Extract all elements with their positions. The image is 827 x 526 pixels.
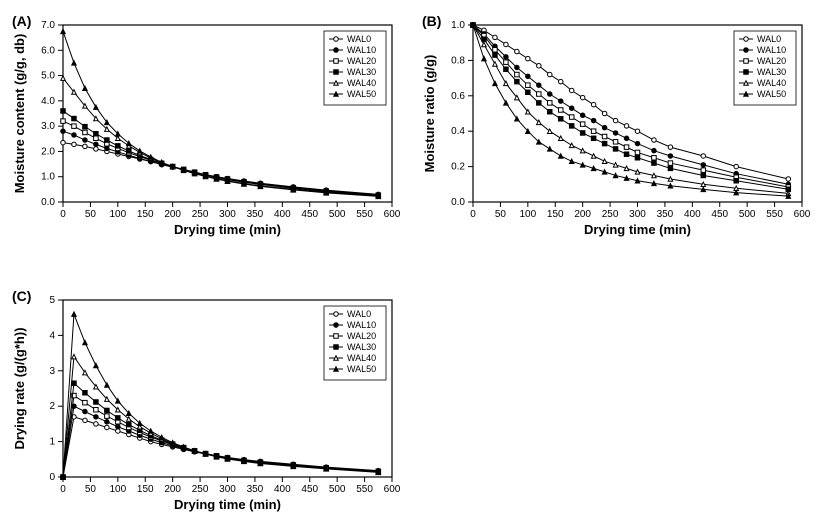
svg-text:0.0: 0.0: [451, 197, 465, 208]
svg-text:550: 550: [766, 209, 783, 220]
svg-text:1: 1: [49, 437, 55, 448]
svg-text:2.0: 2.0: [41, 146, 55, 157]
svg-text:0.0: 0.0: [41, 197, 55, 208]
legend-label-WAL50: WAL50: [347, 364, 376, 374]
legend-label-WAL30: WAL30: [347, 67, 376, 77]
legend-label-WAL10: WAL10: [347, 45, 376, 55]
xlabel: Drying time (min): [174, 497, 281, 512]
svg-text:150: 150: [137, 484, 154, 495]
svg-text:100: 100: [519, 209, 536, 220]
svg-text:0: 0: [470, 209, 476, 220]
legend-label-WAL0: WAL0: [347, 34, 371, 44]
svg-text:150: 150: [547, 209, 564, 220]
panel-B: (B)0501001502002503003504004505005506000…: [420, 15, 810, 240]
xlabel: Drying time (min): [584, 222, 691, 237]
svg-text:400: 400: [684, 209, 701, 220]
legend-label-WAL10: WAL10: [757, 45, 786, 55]
panel-B-svg: 0 50 100 150 200 250 300 350 400 450 500 550 600 0.0 0…: [420, 15, 810, 240]
svg-text:500: 500: [739, 209, 756, 220]
svg-text:6.0: 6.0: [41, 45, 55, 56]
svg-text:2: 2: [49, 401, 55, 412]
panel-A-svg: 0 50 100 150 200 250 300 350 400 450 500 550 600 0.0 1…: [10, 15, 400, 240]
svg-text:600: 600: [384, 484, 400, 495]
svg-text:550: 550: [356, 209, 373, 220]
svg-text:350: 350: [657, 209, 674, 220]
svg-text:200: 200: [164, 209, 181, 220]
legend-label-WAL0: WAL0: [757, 34, 781, 44]
svg-text:450: 450: [301, 209, 318, 220]
svg-text:250: 250: [192, 484, 209, 495]
panel-C-svg: 0 50 100 150 200 250 300 350 400 450 500 550 600 0 1 2 3…: [10, 290, 400, 515]
legend-label-WAL0: WAL0: [347, 309, 371, 319]
panel-C-caption: (C): [12, 288, 31, 304]
legend-label-WAL20: WAL20: [757, 56, 786, 66]
svg-text:3: 3: [49, 366, 55, 377]
svg-text:100: 100: [109, 484, 126, 495]
svg-text:7.0: 7.0: [41, 20, 55, 31]
legend-label-WAL40: WAL40: [347, 353, 376, 363]
legend-label-WAL20: WAL20: [347, 331, 376, 341]
svg-text:200: 200: [164, 484, 181, 495]
svg-text:350: 350: [247, 209, 264, 220]
svg-text:4.0: 4.0: [41, 96, 55, 107]
svg-text:50: 50: [495, 209, 507, 220]
legend-label-WAL20: WAL20: [347, 56, 376, 66]
legend-label-WAL10: WAL10: [347, 320, 376, 330]
svg-text:500: 500: [329, 484, 346, 495]
svg-text:150: 150: [137, 209, 154, 220]
legend-label-WAL40: WAL40: [347, 78, 376, 88]
svg-text:0.6: 0.6: [451, 91, 465, 102]
svg-text:550: 550: [356, 484, 373, 495]
legend-label-WAL30: WAL30: [347, 342, 376, 352]
svg-text:3.0: 3.0: [41, 121, 55, 132]
svg-text:0: 0: [49, 472, 55, 483]
svg-text:300: 300: [219, 484, 236, 495]
ylabel: Moisture content (g/g, db): [12, 34, 27, 194]
svg-text:0.2: 0.2: [451, 162, 465, 173]
legend-label-WAL40: WAL40: [757, 78, 786, 88]
legend-label-WAL50: WAL50: [347, 89, 376, 99]
svg-text:450: 450: [711, 209, 728, 220]
svg-text:600: 600: [384, 209, 400, 220]
svg-text:350: 350: [247, 484, 264, 495]
svg-text:5.0: 5.0: [41, 71, 55, 82]
svg-text:300: 300: [629, 209, 646, 220]
svg-text:5: 5: [49, 295, 55, 306]
ylabel: Drying rate (g/(g*h)): [12, 327, 27, 449]
panel-C: (C)0501001502002503003504004505005506000…: [10, 290, 400, 515]
ylabel: Moisture ratio (g/g): [422, 55, 437, 173]
svg-text:200: 200: [574, 209, 591, 220]
svg-text:0: 0: [60, 484, 66, 495]
panel-A-caption: (A): [12, 13, 31, 29]
panel-B-caption: (B): [422, 13, 441, 29]
svg-text:450: 450: [301, 484, 318, 495]
legend-label-WAL50: WAL50: [757, 89, 786, 99]
svg-text:500: 500: [329, 209, 346, 220]
legend-label-WAL30: WAL30: [757, 67, 786, 77]
svg-text:50: 50: [85, 484, 97, 495]
svg-text:50: 50: [85, 209, 97, 220]
svg-text:0: 0: [60, 209, 66, 220]
svg-text:400: 400: [274, 209, 291, 220]
svg-text:0.8: 0.8: [451, 55, 465, 66]
xlabel: Drying time (min): [174, 222, 281, 237]
figure: (A)0501001502002503003504004505005506000…: [0, 0, 827, 526]
svg-text:0.4: 0.4: [451, 126, 465, 137]
svg-text:100: 100: [109, 209, 126, 220]
svg-text:400: 400: [274, 484, 291, 495]
svg-text:250: 250: [602, 209, 619, 220]
svg-text:4: 4: [49, 330, 55, 341]
svg-text:1.0: 1.0: [451, 20, 465, 31]
svg-text:1.0: 1.0: [41, 172, 55, 183]
svg-text:250: 250: [192, 209, 209, 220]
svg-text:600: 600: [794, 209, 810, 220]
panel-A: (A)0501001502002503003504004505005506000…: [10, 15, 400, 240]
svg-text:300: 300: [219, 209, 236, 220]
